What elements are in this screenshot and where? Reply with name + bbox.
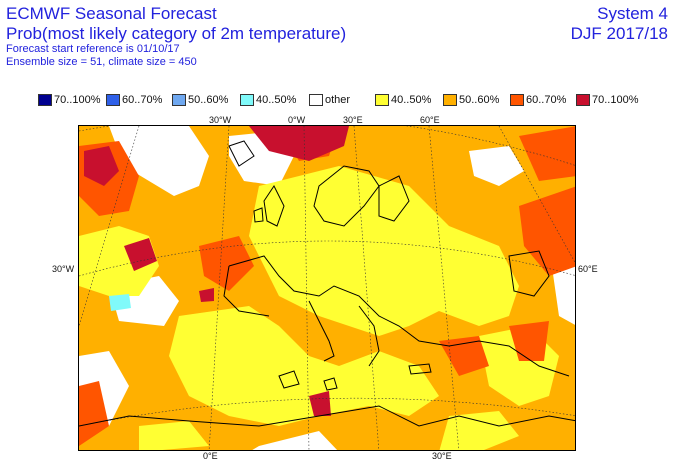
legend-swatch: [375, 94, 389, 106]
legend-swatch: [38, 94, 52, 106]
forecast-start-reference: Forecast start reference is 01/10/17: [6, 43, 180, 55]
legend-swatch: [510, 94, 524, 106]
legend-item-warm-70-100: 70..100%: [576, 93, 638, 107]
chart-subtitle: Prob(most likely category of 2m temperat…: [6, 24, 347, 43]
legend-item-blue-50-60: 50..60%: [172, 93, 228, 107]
ensemble-size: Ensemble size = 51, climate size = 450: [6, 56, 197, 68]
legend-label: 40..50%: [391, 94, 432, 106]
legend-item-other: other: [309, 93, 350, 107]
legend-label: 50..60%: [459, 94, 500, 106]
legend-item-warm-50-60: 50..60%: [443, 93, 499, 107]
legend-swatch: [172, 94, 186, 106]
legend-swatch: [576, 94, 590, 106]
legend-label: 70..100%: [592, 94, 639, 106]
legend-swatch: [309, 94, 323, 106]
legend-label: 60..70%: [122, 94, 163, 106]
legend-label: other: [325, 94, 351, 106]
legend-label: 60..70%: [526, 94, 567, 106]
probability-field-40-50-cool: [109, 294, 131, 311]
chart-title: ECMWF Seasonal Forecast: [6, 4, 217, 23]
tick-label-bottom: 30°E: [432, 451, 452, 461]
tick-label-bottom: 0°E: [203, 451, 218, 461]
legend-label: 50..60%: [188, 94, 229, 106]
legend-swatch: [106, 94, 120, 106]
season-label: DJF 2017/18: [570, 24, 668, 43]
probability-field-40-50-warm: [79, 166, 559, 450]
legend-label: 40..50%: [256, 94, 297, 106]
tick-label-top: 30°E: [343, 115, 363, 125]
legend-label: 70..100%: [54, 94, 101, 106]
legend-item-warm-60-70: 60..70%: [510, 93, 566, 107]
tick-label-top: 0°W: [288, 115, 306, 125]
tick-label-top: 30°W: [209, 115, 232, 125]
tick-label-right: 60°E: [578, 264, 598, 274]
legend-item-blue-70-100: 70..100%: [38, 93, 100, 107]
legend-item-blue-60-70: 60..70%: [106, 93, 162, 107]
forecast-map-canvas: [79, 126, 575, 450]
tick-label-left: 30°W: [52, 264, 75, 274]
forecast-map: [78, 125, 576, 451]
system-label: System 4: [597, 4, 668, 23]
legend-swatch: [443, 94, 457, 106]
coastlines: [79, 140, 575, 427]
tick-label-top: 60°E: [420, 115, 440, 125]
probability-field-70-100-warm: [84, 126, 349, 416]
legend-item-blue-40-50: 40..50%: [240, 93, 296, 107]
legend-swatch: [240, 94, 254, 106]
graticule: [79, 126, 575, 450]
legend-item-warm-40-50: 40..50%: [375, 93, 431, 107]
